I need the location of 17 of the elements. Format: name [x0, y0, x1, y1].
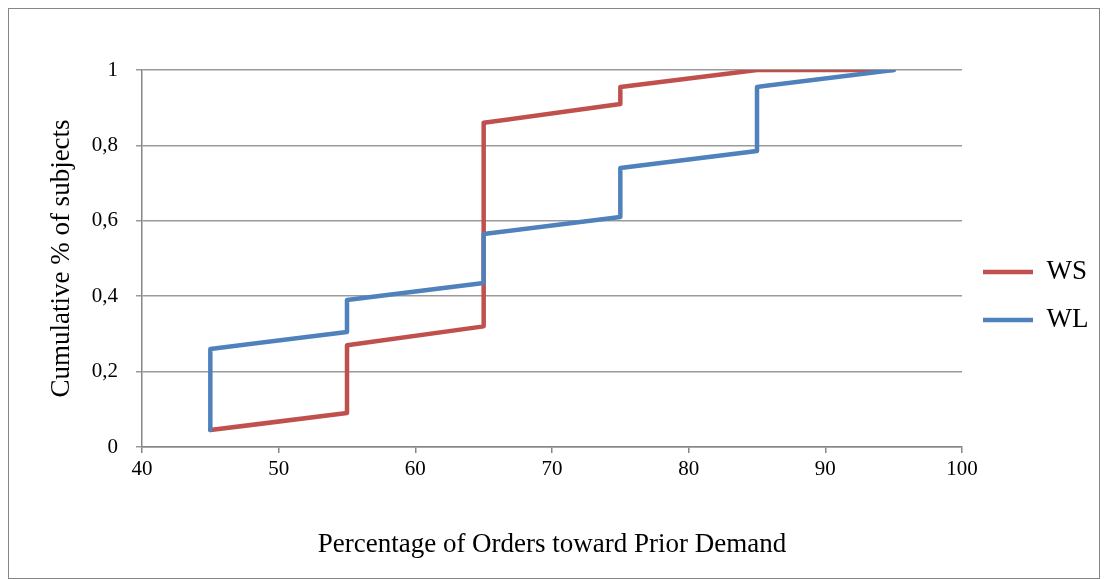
legend-label: WL — [1046, 303, 1089, 334]
x-tick-label: 90 — [814, 456, 836, 481]
x-tick-label: 50 — [268, 456, 290, 481]
y-axis-title: Cumulative % of subjects — [45, 119, 76, 398]
y-tick-label: 0,8 — [91, 131, 118, 156]
y-tick-label: 0,2 — [91, 358, 118, 383]
x-tick-label: 100 — [946, 456, 978, 481]
y-tick-label: 0 — [107, 433, 118, 458]
y-tick-label: 1 — [107, 56, 118, 81]
x-tick-label: 40 — [131, 456, 153, 481]
y-tick-label: 0,6 — [91, 207, 118, 232]
y-tick-label: 0,4 — [91, 282, 119, 307]
x-axis-title: Percentage of Orders toward Prior Demand — [317, 527, 787, 558]
x-tick-label: 70 — [541, 456, 563, 481]
x-tick-label: 80 — [678, 456, 700, 481]
x-tick-label: 60 — [404, 456, 426, 481]
legend-label: WS — [1046, 255, 1087, 286]
